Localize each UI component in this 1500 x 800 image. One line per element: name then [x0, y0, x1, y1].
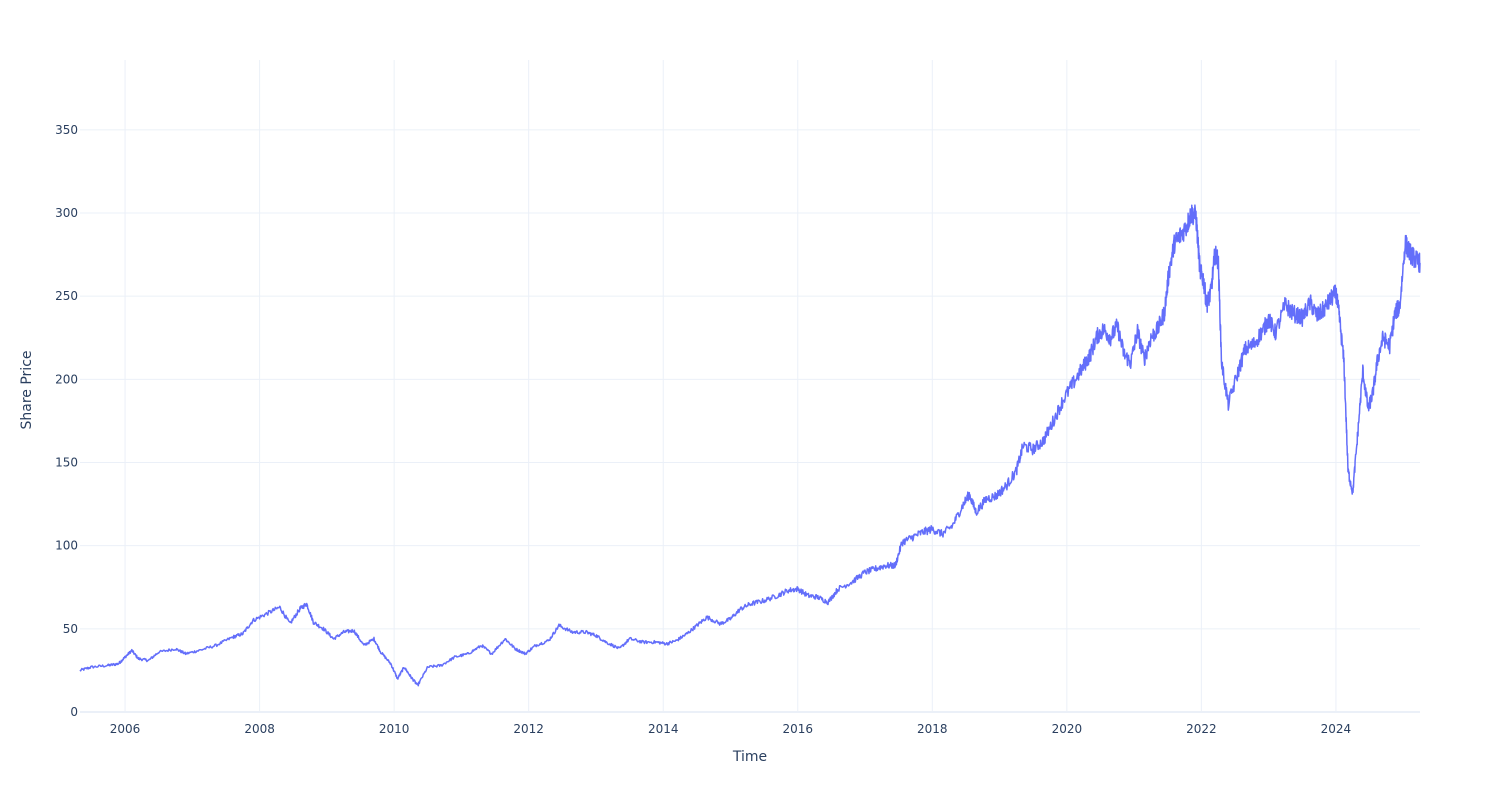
x-tick-label: 2020	[1052, 722, 1083, 736]
x-tick-label: 2012	[513, 722, 544, 736]
share-price-line	[79, 204, 1421, 687]
y-tick-label: 0	[70, 705, 78, 719]
x-tick-label: 2022	[1186, 722, 1217, 736]
y-tick-label: 350	[55, 123, 78, 137]
y-tick-label: 100	[55, 539, 78, 553]
y-axis-title: Share Price	[19, 350, 35, 429]
y-tick-label: 200	[55, 372, 78, 386]
x-tick-label: 2010	[379, 722, 410, 736]
y-tick-label: 300	[55, 206, 78, 220]
x-tick-labels: 2006 2008 2010 2012 2014 2016 2018 2020 2022 2024	[110, 722, 1351, 736]
x-tick-label: 2018	[917, 722, 948, 736]
x-axis-title: Time	[732, 749, 767, 765]
vertical-gridlines	[124, 60, 1337, 712]
y-tick-label: 250	[55, 289, 78, 303]
y-tick-labels: 0 50 100 150 200 250 300 350	[55, 123, 78, 719]
x-tick-label: 2006	[110, 722, 141, 736]
y-tick-label: 150	[55, 456, 78, 470]
x-tick-label: 2024	[1321, 722, 1352, 736]
x-tick-label: 2008	[244, 722, 275, 736]
x-tick-label: 2016	[782, 722, 813, 736]
horizontal-gridlines	[80, 129, 1420, 713]
y-tick-label: 50	[63, 622, 78, 636]
x-tick-label: 2014	[648, 722, 679, 736]
series-layer	[79, 204, 1421, 687]
